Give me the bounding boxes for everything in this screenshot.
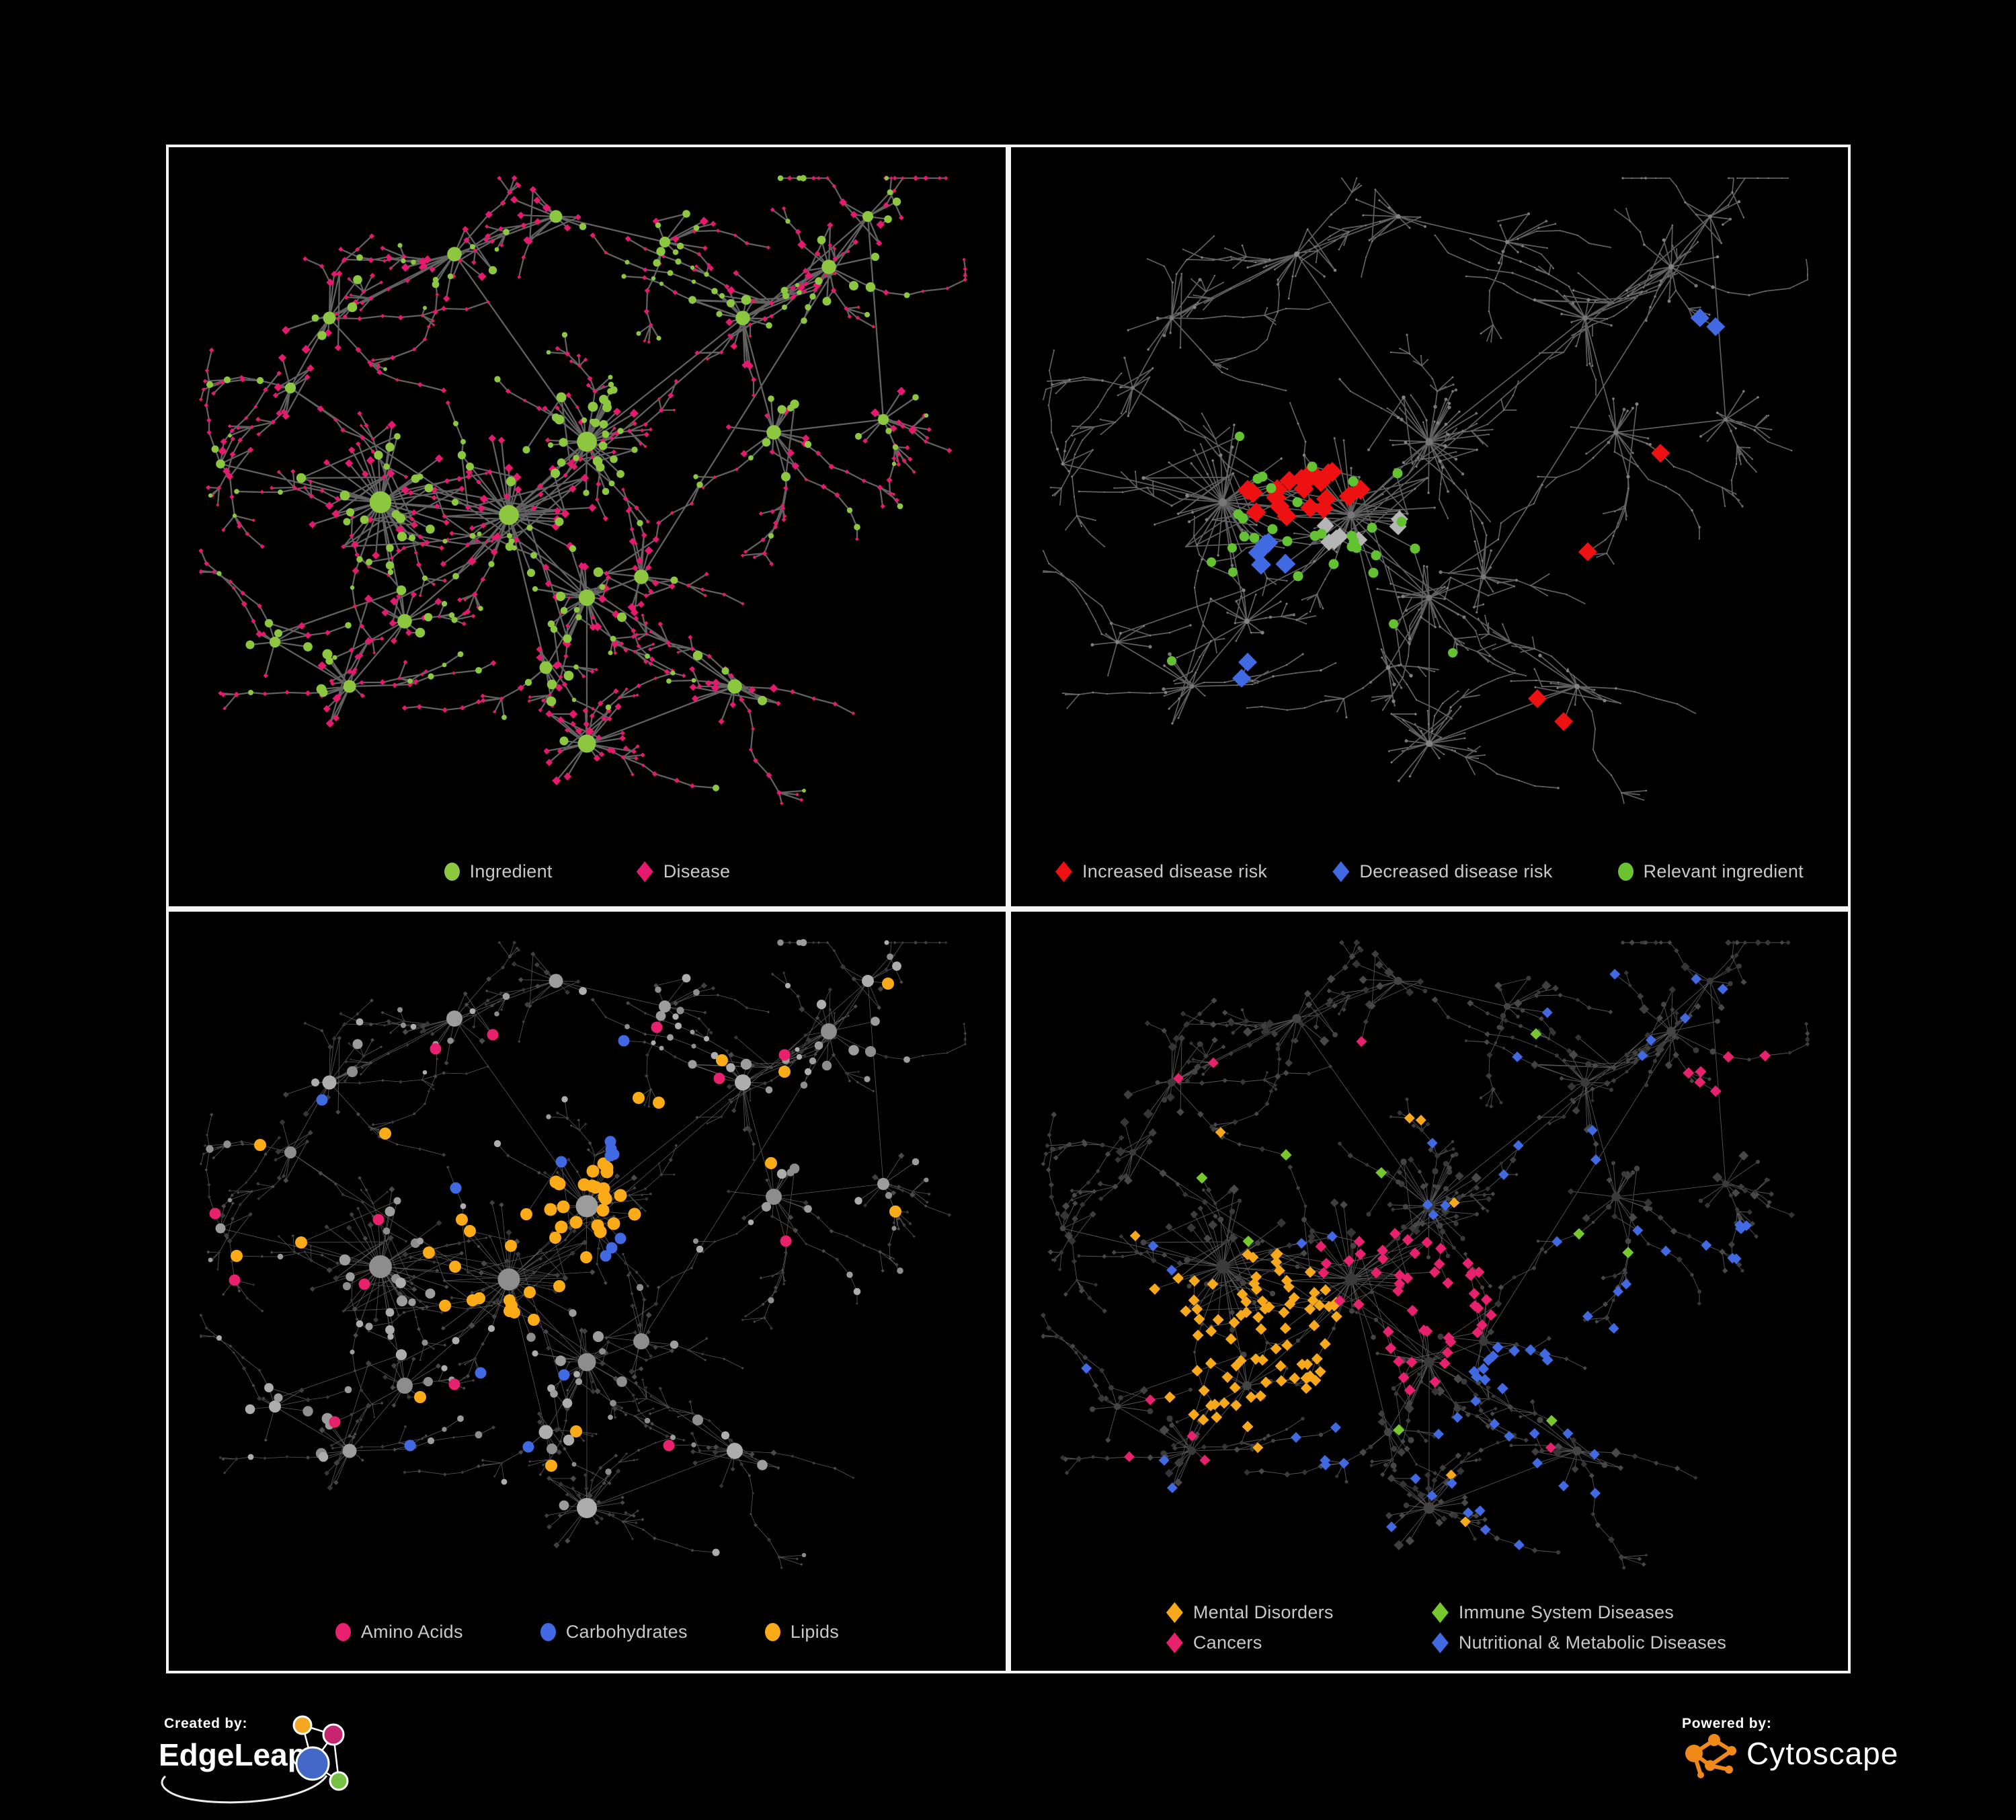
edgeleap-swoosh (161, 1775, 328, 1804)
legend-label: Mental Disorders (1193, 1602, 1334, 1622)
legend-label: Increased disease risk (1082, 861, 1268, 881)
legend-item: Amino Acids (335, 1622, 463, 1643)
diamond-swatch-icon (1055, 861, 1072, 882)
powered-by-label: Powered by: (1682, 1716, 1772, 1731)
panel-disease-risk-network: Increased disease risk Decreased disease … (1008, 145, 1851, 909)
circle-swatch-icon (540, 1623, 556, 1641)
diamond-swatch-icon (636, 861, 653, 882)
circle-swatch-icon (444, 863, 460, 881)
panel-legend: Increased disease risk Decreased disease … (1011, 861, 1848, 882)
panel-legend: Ingredient Disease (169, 861, 1006, 882)
legend-label: Immune System Diseases (1458, 1602, 1675, 1622)
logo-node-magenta (322, 1723, 345, 1746)
logo-node-orange (292, 1715, 313, 1735)
diamond-swatch-icon (1166, 1602, 1183, 1623)
legend-item: Cancers (1166, 1632, 1432, 1653)
circle-swatch-icon (1617, 863, 1634, 881)
network-graph (1040, 939, 1810, 1570)
cytoscape-brand-text: Cytoscape (1746, 1736, 1898, 1771)
panel-legend: Amino Acids Carbohydrates Lipids (169, 1622, 1006, 1643)
network-graph (198, 175, 967, 805)
panel-legend: Mental Disorders Immune System Diseases Ca… (1028, 1602, 1865, 1653)
legend-label: Decreased disease risk (1359, 861, 1553, 881)
diamond-swatch-icon (1166, 1632, 1183, 1653)
legend-label: Relevant ingredient (1643, 861, 1804, 881)
legend-item: Immune System Diseases (1431, 1602, 1726, 1623)
legend-item: Relevant ingredient (1617, 861, 1804, 882)
legend-item: Nutritional & Metabolic Diseases (1431, 1632, 1727, 1653)
legend-item: Carbohydrates (540, 1622, 688, 1643)
panel-nutrient-category-network: Amino Acids Carbohydrates Lipids (166, 909, 1008, 1673)
legend-item: Disease (636, 861, 731, 882)
cytoscape-credit: Powered by: Cytoscape (1671, 1712, 1913, 1792)
legend-item: Increased disease risk (1055, 861, 1267, 882)
legend-label: Disease (663, 861, 731, 881)
legend-item: Ingredient (444, 861, 553, 882)
diamond-swatch-icon (1332, 861, 1350, 882)
edgeleap-brand-text: EdgeLeap (159, 1737, 307, 1772)
legend-label: Nutritional & Metabolic Diseases (1458, 1632, 1727, 1653)
diamond-swatch-icon (1431, 1602, 1449, 1623)
network-graph (199, 939, 967, 1569)
panel-disease-category-network: Mental Disorders Immune System Diseases Ca… (1008, 909, 1851, 1673)
legend-item: Mental Disorders (1166, 1602, 1432, 1623)
edgeleap-logo: Created by: EdgeLeap (159, 1715, 349, 1804)
panel-ingredient-disease-network: Ingredient Disease (166, 145, 1008, 909)
edgeleap-credit: Created by: EdgeLeap (153, 1712, 362, 1816)
diamond-swatch-icon (1431, 1632, 1449, 1653)
legend-label: Carbohydrates (565, 1622, 688, 1642)
created-by-label: Created by: (164, 1716, 247, 1731)
circle-swatch-icon (335, 1623, 351, 1641)
logo-node-blue (295, 1746, 330, 1781)
legend-item: Decreased disease risk (1332, 861, 1552, 882)
legend-label: Cancers (1193, 1632, 1262, 1653)
network-graph (1042, 177, 1808, 804)
edgeleap-network-icon (161, 1715, 349, 1804)
legend-label: Lipids (790, 1622, 840, 1642)
logo-node-green (329, 1771, 349, 1791)
circle-swatch-icon (764, 1623, 780, 1641)
legend-label: Ingredient (469, 861, 553, 881)
cytoscape-network-icon (1685, 1734, 1736, 1778)
legend-item: Lipids (764, 1622, 840, 1643)
cytoscape-logo: Powered by: Cytoscape (1682, 1716, 1898, 1778)
legend-label: Amino Acids (360, 1622, 463, 1642)
